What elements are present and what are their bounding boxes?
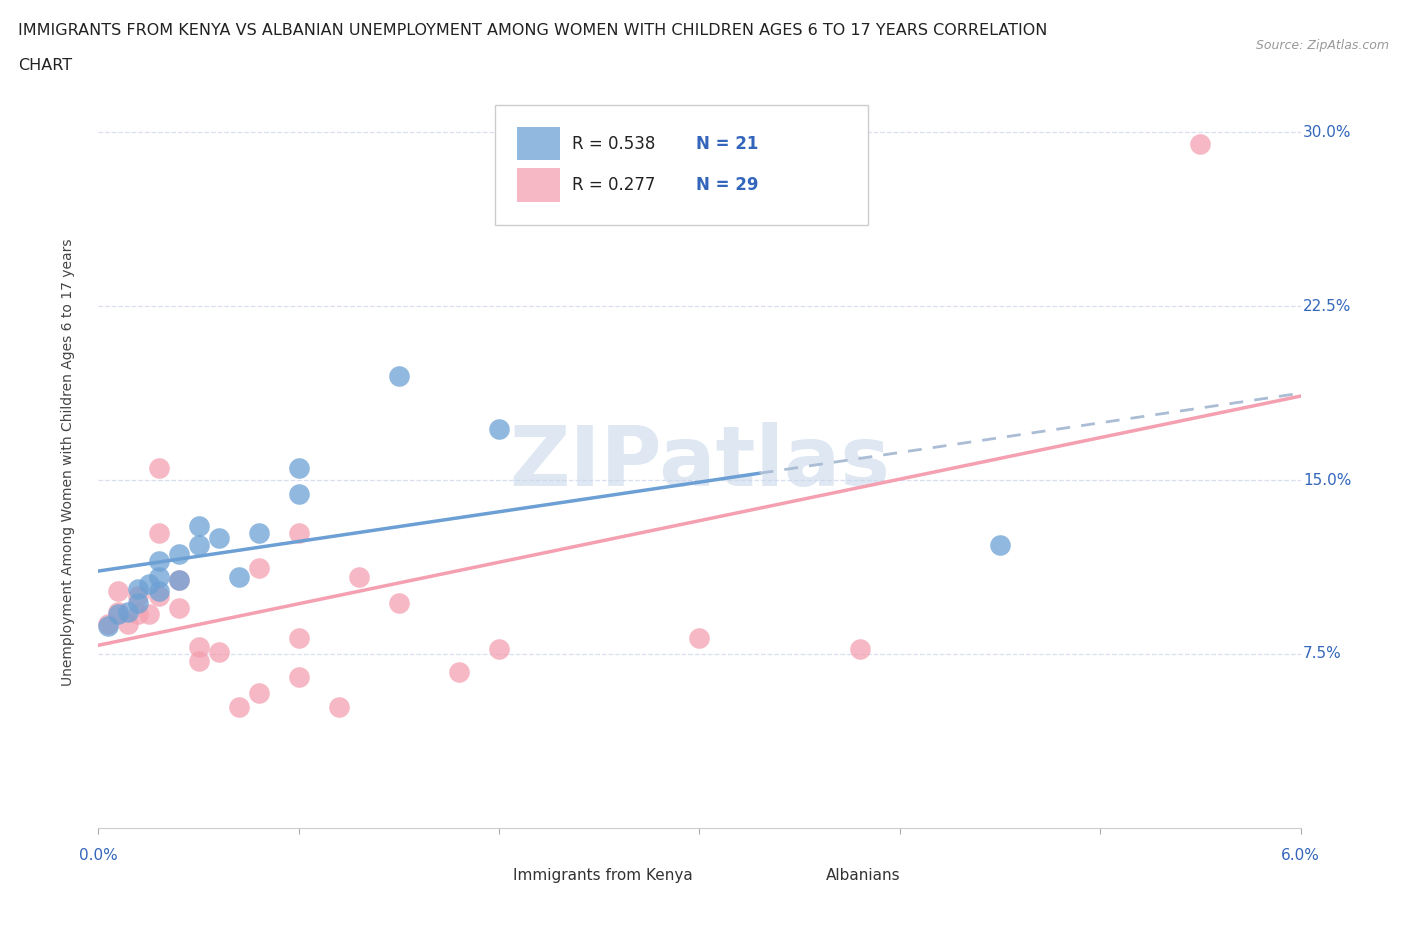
Point: [187, 640, 209, 655]
Point: [247, 685, 270, 700]
Text: R = 0.277: R = 0.277: [572, 177, 655, 194]
Point: [347, 570, 370, 585]
FancyBboxPatch shape: [495, 105, 868, 225]
Point: [388, 595, 411, 610]
Point: [1189, 137, 1212, 152]
Point: [988, 538, 1011, 552]
Point: [148, 589, 170, 604]
Point: [187, 538, 209, 552]
Point: [107, 584, 129, 599]
Point: [148, 461, 170, 476]
Text: 15.0%: 15.0%: [1303, 472, 1351, 487]
Y-axis label: Unemployment Among Women with Children Ages 6 to 17 years: Unemployment Among Women with Children A…: [60, 239, 75, 686]
FancyBboxPatch shape: [461, 862, 505, 888]
Point: [97, 617, 120, 631]
Point: [107, 604, 129, 619]
Point: [228, 570, 250, 585]
Point: [688, 631, 710, 645]
Point: [208, 530, 231, 545]
Text: 6.0%: 6.0%: [1281, 848, 1320, 863]
Point: [488, 421, 510, 436]
Text: 7.5%: 7.5%: [1303, 646, 1341, 661]
Text: 0.0%: 0.0%: [79, 848, 118, 863]
Point: [107, 607, 129, 622]
Point: [288, 526, 311, 541]
Point: [138, 607, 160, 622]
Point: [228, 699, 250, 714]
Point: [447, 665, 470, 680]
Point: [128, 595, 150, 610]
Point: [288, 670, 311, 684]
Text: N = 21: N = 21: [696, 135, 758, 153]
Point: [128, 607, 150, 622]
Text: 22.5%: 22.5%: [1303, 299, 1351, 313]
Point: [288, 461, 311, 476]
Point: [288, 631, 311, 645]
Point: [849, 642, 872, 657]
Point: [187, 654, 209, 669]
Point: [167, 572, 190, 587]
Point: [117, 604, 139, 619]
Point: [128, 589, 150, 604]
Point: [138, 577, 160, 591]
Text: N = 29: N = 29: [696, 177, 758, 194]
Point: [247, 561, 270, 576]
FancyBboxPatch shape: [517, 168, 560, 202]
Point: [117, 617, 139, 631]
Text: IMMIGRANTS FROM KENYA VS ALBANIAN UNEMPLOYMENT AMONG WOMEN WITH CHILDREN AGES 6 : IMMIGRANTS FROM KENYA VS ALBANIAN UNEMPL…: [18, 23, 1047, 38]
Text: CHART: CHART: [18, 58, 72, 73]
Point: [247, 526, 270, 541]
Text: ZIPatlas: ZIPatlas: [509, 422, 890, 503]
FancyBboxPatch shape: [775, 862, 817, 888]
Text: Albanians: Albanians: [825, 868, 900, 883]
Text: 30.0%: 30.0%: [1303, 125, 1351, 140]
Text: Immigrants from Kenya: Immigrants from Kenya: [513, 868, 693, 883]
Text: Source: ZipAtlas.com: Source: ZipAtlas.com: [1256, 39, 1389, 52]
Point: [148, 553, 170, 568]
Point: [187, 519, 209, 534]
Point: [328, 699, 350, 714]
Point: [288, 486, 311, 501]
Text: R = 0.538: R = 0.538: [572, 135, 655, 153]
FancyBboxPatch shape: [517, 126, 560, 161]
Point: [148, 526, 170, 541]
Point: [208, 644, 231, 659]
Point: [148, 570, 170, 585]
Point: [148, 584, 170, 599]
Point: [488, 642, 510, 657]
Point: [167, 572, 190, 587]
Point: [128, 581, 150, 596]
Point: [167, 600, 190, 615]
Point: [167, 547, 190, 562]
Point: [97, 618, 120, 633]
Point: [388, 368, 411, 383]
